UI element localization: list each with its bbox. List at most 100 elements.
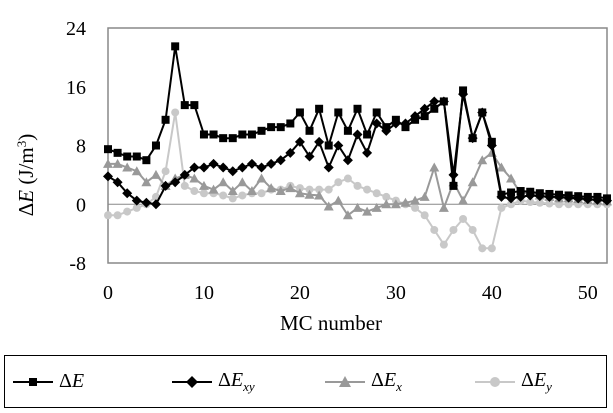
data-point bbox=[468, 225, 477, 234]
data-point bbox=[171, 108, 180, 117]
series-layer bbox=[103, 42, 612, 253]
data-point bbox=[190, 101, 199, 110]
data-point bbox=[113, 211, 122, 220]
data-point bbox=[334, 178, 343, 187]
x-tick-label: 50 bbox=[578, 282, 598, 304]
data-point bbox=[246, 186, 257, 196]
data-point bbox=[459, 86, 468, 95]
data-point bbox=[103, 171, 113, 182]
data-point bbox=[419, 103, 430, 114]
y-tick-label: 16 bbox=[66, 77, 86, 99]
data-point bbox=[103, 158, 113, 168]
x-tick-label: 20 bbox=[290, 282, 310, 304]
data-point bbox=[324, 141, 333, 150]
data-point bbox=[219, 134, 228, 143]
data-point bbox=[401, 123, 410, 132]
data-point bbox=[294, 188, 305, 198]
legend-marker-triangle-icon bbox=[325, 375, 365, 387]
data-point bbox=[535, 189, 544, 198]
data-point bbox=[189, 173, 200, 183]
data-point bbox=[497, 190, 506, 199]
data-point bbox=[285, 147, 296, 158]
data-point bbox=[429, 96, 440, 107]
data-point bbox=[246, 158, 257, 169]
data-point bbox=[266, 158, 277, 169]
data-point bbox=[112, 158, 123, 168]
data-point bbox=[131, 166, 142, 176]
data-point bbox=[275, 186, 286, 196]
data-point bbox=[122, 162, 133, 172]
data-point bbox=[161, 167, 170, 176]
data-point bbox=[487, 137, 496, 146]
y-axis-label: ΔE (J/m3) bbox=[14, 134, 39, 216]
data-point bbox=[132, 203, 141, 212]
y-tick-label: 8 bbox=[76, 136, 86, 158]
data-point bbox=[411, 115, 420, 124]
data-point bbox=[343, 174, 352, 183]
legend-marker-diamond-icon bbox=[172, 375, 212, 388]
data-point bbox=[564, 191, 573, 200]
data-point bbox=[449, 181, 458, 190]
data-point bbox=[545, 199, 554, 208]
data-point bbox=[295, 108, 304, 117]
data-point bbox=[430, 104, 439, 113]
plot-area-frame bbox=[107, 27, 608, 264]
data-point bbox=[353, 181, 362, 190]
data-point bbox=[170, 177, 181, 188]
data-point bbox=[382, 192, 391, 201]
data-point bbox=[324, 185, 333, 194]
data-point bbox=[151, 141, 160, 150]
legend-item-delta-ey: ΔEy bbox=[475, 356, 552, 407]
data-point bbox=[171, 42, 180, 51]
data-point bbox=[266, 183, 277, 193]
data-point bbox=[199, 130, 208, 139]
data-point bbox=[391, 115, 400, 124]
data-point bbox=[227, 166, 238, 177]
data-point bbox=[419, 191, 430, 201]
data-point bbox=[371, 118, 382, 129]
data-point bbox=[294, 136, 305, 147]
data-point bbox=[342, 155, 353, 166]
data-point bbox=[237, 162, 248, 173]
data-point bbox=[104, 145, 112, 154]
data-point bbox=[304, 151, 315, 162]
data-point bbox=[526, 198, 535, 207]
data-point bbox=[295, 184, 304, 193]
data-point bbox=[314, 136, 325, 147]
data-point bbox=[334, 108, 343, 117]
data-point bbox=[141, 197, 152, 208]
data-point bbox=[275, 155, 286, 166]
data-point bbox=[314, 190, 325, 200]
legend-marker-circle-icon bbox=[475, 376, 515, 387]
data-point bbox=[257, 126, 266, 135]
data-point bbox=[219, 191, 228, 200]
data-point bbox=[218, 162, 229, 173]
data-point bbox=[256, 173, 267, 183]
legend-label-delta-exy: ΔExy bbox=[218, 368, 255, 394]
data-point bbox=[468, 134, 477, 143]
data-point bbox=[458, 195, 469, 205]
data-point bbox=[439, 240, 448, 249]
x-axis-label: MC number bbox=[280, 311, 382, 335]
data-point bbox=[545, 189, 554, 198]
legend-label-delta-e: ΔE bbox=[59, 370, 85, 392]
legend-item-delta-e: ΔE bbox=[13, 356, 84, 407]
data-point bbox=[526, 187, 535, 196]
data-point bbox=[477, 155, 488, 165]
data-point bbox=[507, 188, 516, 197]
data-point bbox=[400, 197, 411, 207]
y-axis-ticks: -8 0 8 16 24 bbox=[66, 18, 86, 275]
data-point bbox=[305, 126, 314, 135]
data-point bbox=[150, 199, 161, 210]
data-point bbox=[420, 112, 429, 121]
data-point bbox=[257, 189, 266, 198]
x-tick-label: 30 bbox=[386, 282, 406, 304]
data-point bbox=[603, 194, 611, 203]
data-point bbox=[459, 214, 468, 223]
data-point bbox=[123, 152, 132, 161]
data-point bbox=[516, 187, 525, 196]
data-point bbox=[198, 162, 209, 173]
data-point bbox=[132, 152, 141, 161]
data-point bbox=[381, 199, 392, 209]
data-point bbox=[160, 180, 171, 191]
